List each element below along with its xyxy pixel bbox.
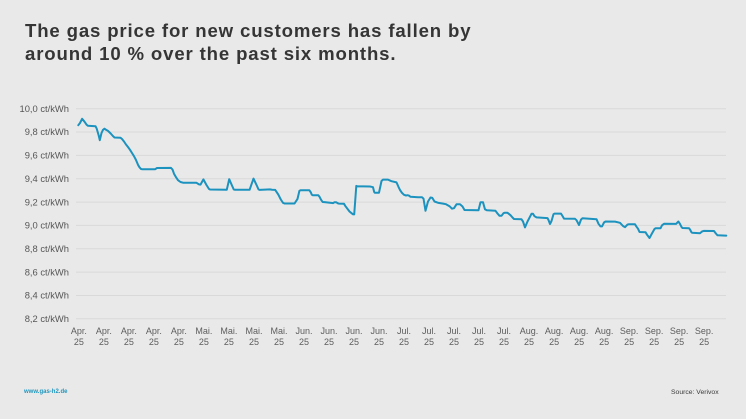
svg-text:Jul.: Jul. [497, 326, 511, 336]
svg-text:Jun.: Jun. [345, 326, 362, 336]
svg-text:Sep.: Sep. [695, 326, 714, 336]
svg-text:Sep.: Sep. [620, 326, 639, 336]
svg-text:9,8 ct/kWh: 9,8 ct/kWh [25, 126, 69, 137]
svg-text:Jul.: Jul. [447, 326, 461, 336]
svg-text:Sep.: Sep. [645, 326, 664, 336]
svg-text:Apr.: Apr. [96, 326, 112, 336]
svg-text:25: 25 [224, 337, 234, 347]
svg-text:Aug.: Aug. [520, 326, 539, 336]
svg-text:Apr.: Apr. [146, 326, 162, 336]
svg-text:Aug.: Aug. [570, 326, 589, 336]
svg-text:Mai.: Mai. [220, 326, 237, 336]
svg-text:25: 25 [124, 337, 134, 347]
svg-text:25: 25 [649, 337, 659, 347]
svg-text:25: 25 [624, 337, 634, 347]
svg-text:Jun.: Jun. [295, 326, 312, 336]
svg-text:25: 25 [324, 337, 334, 347]
svg-text:25: 25 [574, 337, 584, 347]
svg-text:9,6 ct/kWh: 9,6 ct/kWh [25, 150, 69, 161]
svg-text:25: 25 [149, 337, 159, 347]
svg-text:8,8 ct/kWh: 8,8 ct/kWh [25, 243, 69, 254]
svg-text:25: 25 [524, 337, 534, 347]
svg-text:25: 25 [99, 337, 109, 347]
svg-text:25: 25 [599, 337, 609, 347]
svg-text:Mai.: Mai. [195, 326, 212, 336]
svg-text:9,4 ct/kWh: 9,4 ct/kWh [25, 173, 69, 184]
svg-text:25: 25 [549, 337, 559, 347]
svg-text:25: 25 [499, 337, 509, 347]
svg-text:9,2 ct/kWh: 9,2 ct/kWh [25, 196, 69, 207]
svg-text:Jul.: Jul. [397, 326, 411, 336]
svg-text:Mai.: Mai. [270, 326, 287, 336]
svg-text:25: 25 [424, 337, 434, 347]
svg-text:Apr.: Apr. [71, 326, 87, 336]
svg-text:25: 25 [349, 337, 359, 347]
svg-text:Apr.: Apr. [171, 326, 187, 336]
svg-text:8,6 ct/kWh: 8,6 ct/kWh [25, 266, 69, 277]
svg-text:Mai.: Mai. [245, 326, 262, 336]
svg-text:Jun.: Jun. [370, 326, 387, 336]
svg-text:25: 25 [274, 337, 284, 347]
svg-text:10,0 ct/kWh: 10,0 ct/kWh [20, 103, 70, 114]
svg-text:25: 25 [249, 337, 259, 347]
svg-text:Jul.: Jul. [472, 326, 486, 336]
svg-text:25: 25 [449, 337, 459, 347]
svg-text:Sep.: Sep. [670, 326, 689, 336]
svg-text:8,2 ct/kWh: 8,2 ct/kWh [25, 313, 69, 324]
svg-text:Aug.: Aug. [545, 326, 564, 336]
svg-text:25: 25 [474, 337, 484, 347]
svg-text:25: 25 [399, 337, 409, 347]
svg-text:Apr.: Apr. [121, 326, 137, 336]
svg-text:25: 25 [174, 337, 184, 347]
svg-text:25: 25 [699, 337, 709, 347]
svg-text:25: 25 [74, 337, 84, 347]
svg-text:25: 25 [299, 337, 309, 347]
svg-text:25: 25 [674, 337, 684, 347]
svg-text:Jul.: Jul. [422, 326, 436, 336]
svg-text:8,4 ct/kWh: 8,4 ct/kWh [25, 290, 69, 301]
svg-text:Aug.: Aug. [595, 326, 614, 336]
svg-text:9,0 ct/kWh: 9,0 ct/kWh [25, 220, 69, 231]
svg-text:25: 25 [199, 337, 209, 347]
svg-text:25: 25 [374, 337, 384, 347]
svg-text:Jun.: Jun. [320, 326, 337, 336]
